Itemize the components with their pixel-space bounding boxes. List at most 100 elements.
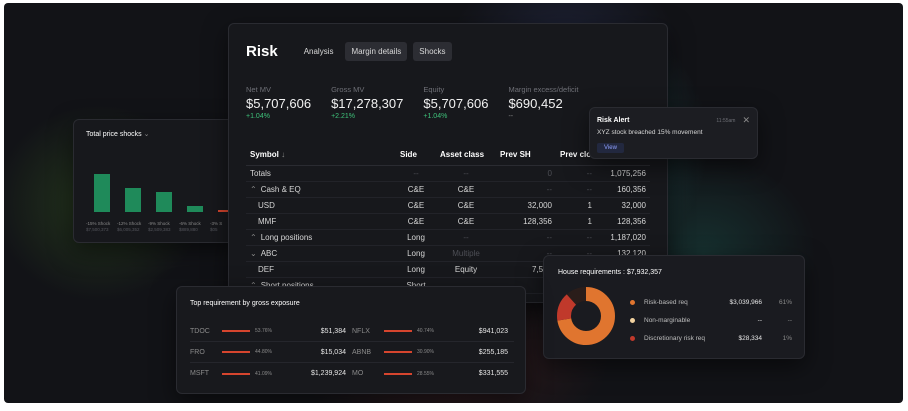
requirement-symbol: TDOC [190, 327, 210, 335]
column-header-asset-class[interactable]: Asset class [436, 144, 496, 166]
legend-row: Discretionary risk req $28,334 1% [630, 329, 792, 347]
requirement-cell[interactable]: MO 28.55% $331,555 [352, 370, 514, 377]
requirement-cell[interactable]: TDOC 53.76% $51,384 [190, 328, 352, 335]
table-row[interactable]: MMF C&E C&E 128,356 1 128,356 [246, 213, 650, 230]
cell-asset: C&E [436, 197, 496, 214]
tab-analysis[interactable]: Analysis [303, 47, 334, 56]
requirement-amount: $255,185 [478, 348, 508, 356]
cell-prev-sh: -- [496, 229, 556, 246]
requirement-pct: 44.80% [255, 349, 272, 355]
house-requirements-card: House requirements : $7,932,357 Risk-bas… [543, 255, 805, 359]
cell-side: C&E [396, 197, 436, 214]
cell-prev-sh: 0 [496, 165, 556, 182]
chevron-up-icon[interactable]: ⌃ [250, 281, 257, 290]
tab-margin-details[interactable]: Margin details [345, 42, 408, 61]
alert-time: 11:55am [716, 117, 736, 124]
table-row[interactable]: USD C&E C&E 32,000 1 32,000 [246, 197, 650, 214]
shock-value: $05 [210, 226, 218, 232]
metric-margin-excess: Margin excess/deficit $690,452 -- [508, 85, 578, 120]
requirement-cell[interactable]: NFLX 40.74% $941,023 [352, 328, 514, 335]
requirement-symbol: ABNB [352, 348, 372, 356]
table-row[interactable]: Totals -- -- 0 -- 1,075,256 [246, 165, 650, 182]
column-header-side[interactable]: Side [396, 144, 436, 166]
cell-side: C&E [396, 213, 436, 230]
shock-value: $889,880 [179, 226, 198, 232]
metric-value: $690,452 [508, 96, 563, 111]
column-header-prev-sh[interactable]: Prev SH [496, 144, 556, 166]
view-alert-button[interactable]: View [597, 143, 624, 153]
cell-value: 1,187,020 [596, 229, 650, 246]
table-row[interactable]: ⌃ Long positions Long -- -- -- 1,187,020 [246, 229, 650, 246]
chevron-down-icon[interactable]: ⌄ [143, 131, 150, 138]
alert-header: Risk Alert 11:55am ✕ [597, 116, 750, 125]
cell-asset: -- [436, 165, 496, 182]
shocks-title[interactable]: Total price shocks ⌄ [86, 131, 150, 138]
cell-prev-close: -- [556, 165, 596, 182]
cell-side: Long [396, 245, 436, 262]
requirement-amount: $941,023 [478, 327, 508, 335]
cell-prev-sh: 128,356 [496, 213, 556, 230]
requirement-symbol: NFLX [352, 327, 370, 335]
column-header-symbol[interactable]: Symbol ↓ [246, 144, 396, 166]
cell-symbol: ⌃ Cash & EQ [246, 181, 396, 198]
requirement-cell[interactable]: MSFT 41.09% $1,239,924 [190, 370, 352, 377]
shocks-labels: -15% Shock $7,500,373 -12% Shock $6,005,352… [86, 221, 238, 233]
donut-slice-discretionary [557, 287, 615, 345]
shock-bar[interactable] [125, 187, 141, 212]
tab-shocks[interactable]: Shocks [413, 42, 452, 61]
top-requirement-card: Top requirement by gross exposure TDOC 5… [176, 286, 526, 394]
metric-change: +1.04% [423, 113, 448, 120]
risk-header: Risk Analysis Margin details Shocks [246, 42, 650, 61]
sort-down-icon[interactable]: ↓ [281, 150, 286, 159]
top-requirement-grid: TDOC 53.76% $51,384 NFLX 40.74% $941,023… [190, 321, 514, 384]
requirement-bar [222, 372, 250, 375]
requirement-pct: 40.74% [417, 328, 434, 334]
cell-value: 1,075,256 [596, 165, 650, 182]
close-icon[interactable]: ✕ [742, 115, 750, 125]
chevron-up-icon[interactable]: ⌃ [250, 233, 257, 242]
shock-bar[interactable] [218, 210, 234, 212]
legend-name: Non-marginable [644, 316, 691, 324]
cell-asset: -- [436, 229, 496, 246]
cell-value: 128,356 [596, 213, 650, 230]
chevron-up-icon[interactable]: ⌃ [250, 185, 257, 194]
cell-prev-close: -- [556, 181, 596, 198]
cell-asset: C&E [436, 213, 496, 230]
metric-change: +2.21% [331, 113, 356, 120]
shock-bar[interactable] [156, 192, 172, 212]
cell-value: 160,356 [596, 181, 650, 198]
shock-bar[interactable] [94, 174, 110, 212]
shock-value: $6,005,352 [117, 226, 140, 232]
cell-symbol: Totals [246, 165, 396, 182]
cell-symbol: ⌃ Long positions [246, 229, 396, 246]
alert-message: XYZ stock breached 15% movement [597, 129, 703, 136]
chevron-down-icon[interactable]: ⌄ [250, 249, 257, 258]
house-legend: Risk-based req $3,039,966 61% Non-margin… [630, 293, 792, 347]
metric-label: Gross MV [331, 85, 365, 94]
metric-label: Equity [423, 85, 445, 94]
table-row: FRO 44.80% $15,034 ABNB 30.90% $255,185 [190, 342, 514, 363]
metric-net-mv: Net MV $5,707,606 +1.04% [246, 85, 311, 120]
table-row[interactable]: ⌃ Cash & EQ C&E C&E -- -- 160,356 [246, 181, 650, 198]
cell-side: Long [396, 261, 436, 278]
legend-value: -- [757, 316, 762, 324]
shock-label: -12% Shock $6,005,352 [117, 221, 145, 233]
requirement-amount: $15,034 [320, 348, 346, 356]
dashboard-canvas: Total price shocks ⌄ -15% Shock $7,500,37… [4, 3, 903, 403]
column-header-prev-close[interactable]: Prev clo [556, 144, 596, 166]
metric-change: -- [508, 113, 514, 120]
requirement-amount: $1,239,924 [310, 370, 346, 377]
cell-symbol: DEF [246, 261, 396, 278]
shock-label: -6% Shock $889,880 [179, 221, 207, 233]
risk-alert-toast: Risk Alert 11:55am ✕ XYZ stock breached … [589, 107, 758, 159]
requirement-cell[interactable]: ABNB 30.90% $255,185 [352, 349, 514, 356]
requirement-cell[interactable]: FRO 44.80% $15,034 [190, 349, 352, 356]
cell-prev-sh: 32,000 [496, 197, 556, 214]
shocks-bar-chart [94, 156, 242, 212]
requirement-pct: 28.55% [417, 370, 434, 377]
cell-prev-sh: -- [496, 181, 556, 198]
shock-label: -15% Shock $7,500,373 [86, 221, 114, 233]
shock-value: $2,509,383 [148, 226, 171, 232]
legend-value: $3,039,966 [729, 298, 762, 306]
shock-bar[interactable] [187, 205, 203, 212]
